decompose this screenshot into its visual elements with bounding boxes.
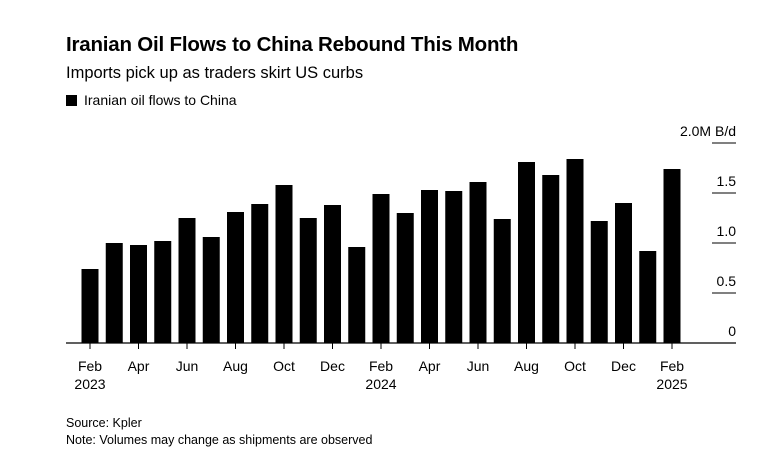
x-tick-label: Dec xyxy=(611,358,636,374)
bar-feb-2023 xyxy=(81,269,99,343)
y-tick-label: 2.0M B/d xyxy=(680,123,736,139)
bar-jul-2024 xyxy=(493,219,511,343)
x-tick-label: Dec xyxy=(320,358,345,374)
x-tick-label: Apr xyxy=(419,358,441,374)
bar-nov-2023 xyxy=(299,218,317,343)
legend-label: Iranian oil flows to China xyxy=(84,92,237,108)
source-note: Source: Kpler xyxy=(66,416,142,430)
bar-sep-2024 xyxy=(542,175,560,343)
legend: Iranian oil flows to China xyxy=(66,92,237,108)
bar-mar-2023 xyxy=(105,243,123,343)
x-tick-label: Aug xyxy=(514,358,539,374)
x-tick-label: Feb xyxy=(369,358,393,374)
x-tick-year-label: 2025 xyxy=(656,376,687,392)
chart-subtitle: Imports pick up as traders skirt US curb… xyxy=(66,64,364,82)
x-tick-label: Oct xyxy=(564,358,586,374)
x-tick-year-label: 2024 xyxy=(365,376,396,392)
bar-feb-2025 xyxy=(663,169,681,343)
x-tick-label: Oct xyxy=(273,358,295,374)
bar-jul-2023 xyxy=(202,237,220,343)
footnote: Note: Volumes may change as shipments ar… xyxy=(66,433,373,447)
bar-jan-2024 xyxy=(348,247,366,343)
chart-title: Iranian Oil Flows to China Rebound This … xyxy=(66,33,519,56)
bar-oct-2023 xyxy=(275,185,293,343)
bar-oct-2024 xyxy=(566,159,584,343)
y-tick-label: 1.0 xyxy=(717,223,737,239)
bar-sep-2023 xyxy=(251,204,269,343)
x-tick-year-label: 2023 xyxy=(74,376,105,392)
bar-aug-2023 xyxy=(227,212,244,343)
legend-swatch xyxy=(66,94,77,106)
x-tick-label: Apr xyxy=(128,358,150,374)
bar-dec-2023 xyxy=(324,205,341,343)
x-tick-label: Jun xyxy=(176,358,199,374)
bar-apr-2023 xyxy=(130,245,147,343)
bar-dec-2024 xyxy=(615,203,632,343)
bar-jun-2024 xyxy=(469,182,487,343)
bar-may-2023 xyxy=(154,241,172,343)
bar-may-2024 xyxy=(445,191,463,343)
bar-apr-2024 xyxy=(421,190,438,343)
y-tick-label: 0 xyxy=(728,323,736,339)
bar-jan-2025 xyxy=(639,251,657,343)
bar-mar-2024 xyxy=(396,213,414,343)
x-tick-label: Aug xyxy=(223,358,248,374)
x-tick-label: Feb xyxy=(660,358,684,374)
y-tick-label: 0.5 xyxy=(717,273,737,289)
bar-nov-2024 xyxy=(590,221,608,343)
bar-jun-2023 xyxy=(178,218,196,343)
y-tick-label: 1.5 xyxy=(717,173,737,189)
x-tick-label: Feb xyxy=(78,358,102,374)
bar-feb-2024 xyxy=(372,194,390,343)
bar-aug-2024 xyxy=(518,162,535,343)
x-tick-label: Jun xyxy=(467,358,490,374)
